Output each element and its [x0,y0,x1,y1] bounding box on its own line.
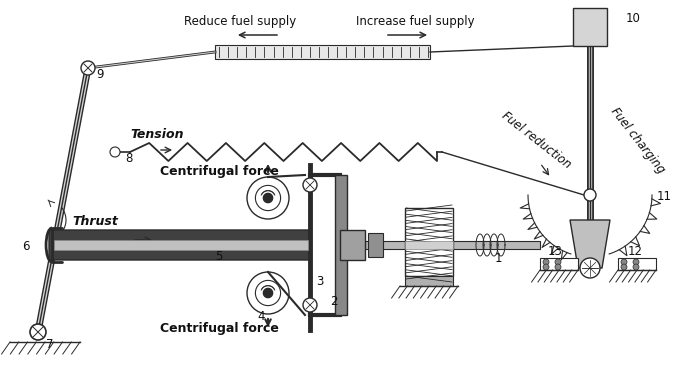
Bar [618,258,656,270]
Circle shape [303,178,317,192]
Polygon shape [570,220,610,268]
FancyBboxPatch shape [49,230,311,260]
Circle shape [633,264,639,270]
Bar [215,45,430,59]
Text: Fuel reduction: Fuel reduction [499,109,573,171]
Circle shape [621,264,627,270]
Circle shape [543,259,549,265]
Text: 2: 2 [330,295,337,308]
Text: 9: 9 [96,68,104,81]
Text: Tension: Tension [130,128,184,141]
Bar [540,258,578,270]
Bar [335,175,347,315]
Bar [405,241,453,249]
Text: Reduce fuel supply: Reduce fuel supply [184,16,296,28]
Text: 5: 5 [215,250,223,263]
Text: 13: 13 [548,245,563,258]
Bar [10,342,80,354]
Text: 3: 3 [316,275,323,288]
Bar [54,240,308,250]
Circle shape [555,259,561,265]
Bar [405,276,453,286]
Text: Fuel charging: Fuel charging [609,105,668,176]
Bar [540,270,578,282]
Text: 10: 10 [626,12,641,25]
Text: Centrifugal force: Centrifugal force [160,322,279,335]
Bar [368,233,383,257]
Circle shape [584,189,596,201]
Bar [618,270,656,282]
Polygon shape [264,193,273,203]
Circle shape [30,324,46,340]
Circle shape [621,259,627,265]
Text: 12: 12 [628,245,643,258]
Bar [400,286,458,298]
Circle shape [81,61,95,75]
Text: 8: 8 [125,152,133,165]
Text: 4: 4 [257,310,264,323]
Bar [405,208,453,276]
Text: Increase fuel supply: Increase fuel supply [356,16,474,28]
Bar [365,241,540,249]
Text: 11: 11 [657,190,672,203]
Bar [573,8,607,46]
Circle shape [633,259,639,265]
Text: Centrifugal force: Centrifugal force [160,165,279,178]
Text: 7: 7 [46,338,53,351]
Circle shape [580,258,600,278]
Circle shape [555,264,561,270]
Circle shape [303,298,317,312]
Polygon shape [264,288,273,298]
Text: 6: 6 [22,240,29,253]
Text: Thrust: Thrust [72,215,118,228]
Circle shape [110,147,120,157]
Bar [340,230,365,260]
Circle shape [543,264,549,270]
Text: 1: 1 [495,252,503,265]
